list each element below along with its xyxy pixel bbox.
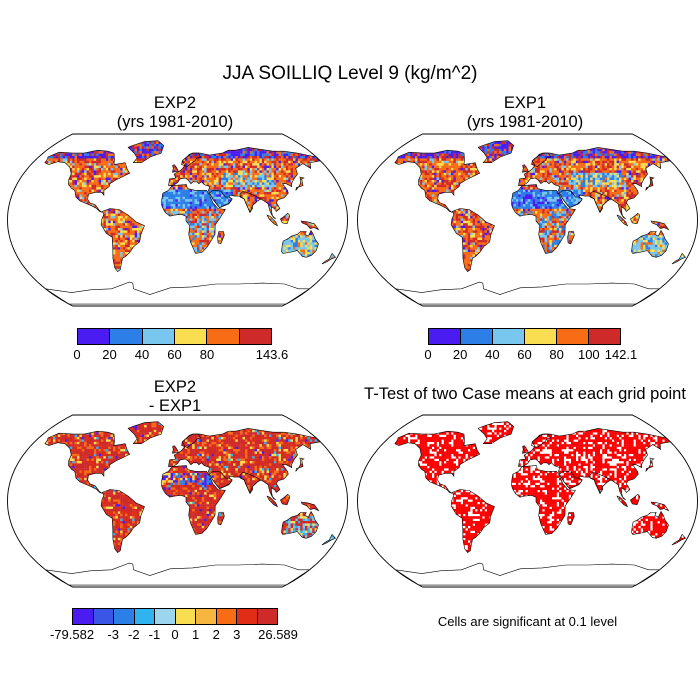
colorbar-tick-label: 143.6 xyxy=(256,347,289,362)
colorbar-swatch xyxy=(217,609,238,624)
panel-title-diff-line1: EXP2 xyxy=(60,378,290,397)
colorbar-swatch xyxy=(114,609,135,624)
colorbar-tick-label: 60 xyxy=(517,347,531,362)
colorbar-swatch xyxy=(110,329,142,344)
colorbar-swatch xyxy=(94,609,115,624)
colorbar-tick-label: 40 xyxy=(135,347,149,362)
colorbar-tick-label: -2 xyxy=(128,627,140,642)
colorbar-swatch xyxy=(525,329,557,344)
colorbar-tick-label: 0 xyxy=(171,627,178,642)
colorbar-tick-label: 20 xyxy=(453,347,467,362)
data-cells xyxy=(5,132,350,308)
colorbar-tick-label: -79.582 xyxy=(50,627,94,642)
colorbar-tick-label: -3 xyxy=(107,627,119,642)
map-ttest xyxy=(355,413,700,589)
colorbar-swatch xyxy=(155,609,176,624)
colorbar-tick-label: 26.589 xyxy=(258,627,298,642)
colorbar-exp2 xyxy=(77,328,272,345)
significance-note: Cells are significant at 0.1 level xyxy=(355,614,700,629)
colorbar-swatch xyxy=(196,609,217,624)
colorbar-tick-label: 80 xyxy=(200,347,214,362)
colorbar-swatch xyxy=(207,329,239,344)
colorbar-swatch xyxy=(135,609,156,624)
data-cells xyxy=(5,413,350,589)
colorbar-swatch xyxy=(143,329,175,344)
colorbar-tick-label: 20 xyxy=(102,347,116,362)
colorbar-tick-label: 0 xyxy=(424,347,431,362)
colorbar-swatch xyxy=(175,329,207,344)
colorbar-tick-label: 80 xyxy=(549,347,563,362)
colorbar-diff xyxy=(72,608,278,625)
panel-title-ttest: T-Test of two Case means at each grid po… xyxy=(350,385,700,404)
panel-title-diff: EXP2 - EXP1 xyxy=(60,378,290,416)
panel-title-exp2-line1: EXP2 xyxy=(60,94,290,113)
colorbar-swatch xyxy=(429,329,461,344)
panel-title-exp2: EXP2 (yrs 1981-2010) xyxy=(60,94,290,132)
colorbar-tick-label: 3 xyxy=(233,627,240,642)
colorbar-swatch xyxy=(73,609,94,624)
colorbar-exp1 xyxy=(428,328,621,345)
data-cells xyxy=(355,413,700,589)
panel-title-exp1-line1: EXP1 xyxy=(410,94,640,113)
colorbar-swatch xyxy=(176,609,197,624)
colorbar-tick-label: 142.1 xyxy=(605,347,638,362)
colorbar-swatch xyxy=(461,329,493,344)
colorbar-tick-label: 1 xyxy=(192,627,199,642)
colorbar-swatch xyxy=(589,329,620,344)
data-cells xyxy=(355,132,700,308)
colorbar-swatch xyxy=(493,329,525,344)
figure-title: JJA SOILLIQ Level 9 (kg/m^2) xyxy=(0,63,700,85)
panel-title-exp2-line2: (yrs 1981-2010) xyxy=(60,113,290,132)
colorbar-tick-label: 60 xyxy=(167,347,181,362)
colorbar-swatch xyxy=(240,329,271,344)
colorbar-swatch xyxy=(258,609,278,624)
colorbar-tick-label: 100 xyxy=(578,347,600,362)
colorbar-tick-label: 40 xyxy=(485,347,499,362)
colorbar-swatch xyxy=(78,329,110,344)
colorbar-tick-label: -1 xyxy=(149,627,161,642)
map-exp2 xyxy=(5,132,350,308)
colorbar-swatch xyxy=(557,329,589,344)
panel-title-exp1: EXP1 (yrs 1981-2010) xyxy=(410,94,640,132)
map-diff xyxy=(5,413,350,589)
panel-title-exp1-line2: (yrs 1981-2010) xyxy=(410,113,640,132)
colorbar-swatch xyxy=(237,609,258,624)
colorbar-tick-label: 0 xyxy=(73,347,80,362)
map-exp1 xyxy=(355,132,700,308)
colorbar-tick-label: 2 xyxy=(213,627,220,642)
